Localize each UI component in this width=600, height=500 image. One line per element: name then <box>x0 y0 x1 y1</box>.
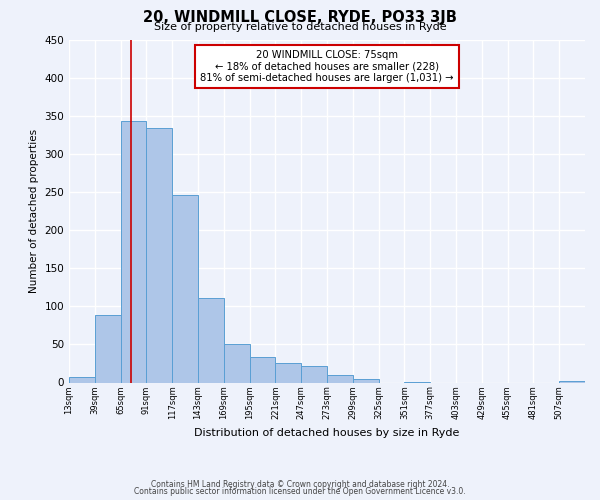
Bar <box>353 378 379 382</box>
Text: 20, WINDMILL CLOSE, RYDE, PO33 3JB: 20, WINDMILL CLOSE, RYDE, PO33 3JB <box>143 10 457 25</box>
Bar <box>250 358 275 382</box>
Bar <box>172 196 198 382</box>
Bar <box>121 122 146 382</box>
Y-axis label: Number of detached properties: Number of detached properties <box>29 129 39 294</box>
Bar <box>69 377 95 382</box>
Bar <box>327 375 353 382</box>
Bar <box>95 315 121 382</box>
Text: Contains public sector information licensed under the Open Government Licence v3: Contains public sector information licen… <box>134 487 466 496</box>
Bar <box>559 381 585 382</box>
Bar <box>301 366 327 382</box>
Bar <box>146 128 172 382</box>
Bar <box>275 362 301 382</box>
Text: Contains HM Land Registry data © Crown copyright and database right 2024.: Contains HM Land Registry data © Crown c… <box>151 480 449 489</box>
Text: 20 WINDMILL CLOSE: 75sqm
← 18% of detached houses are smaller (228)
81% of semi-: 20 WINDMILL CLOSE: 75sqm ← 18% of detach… <box>200 50 454 84</box>
X-axis label: Distribution of detached houses by size in Ryde: Distribution of detached houses by size … <box>194 428 460 438</box>
Text: Size of property relative to detached houses in Ryde: Size of property relative to detached ho… <box>154 22 446 32</box>
Bar <box>198 298 224 382</box>
Bar <box>224 344 250 383</box>
